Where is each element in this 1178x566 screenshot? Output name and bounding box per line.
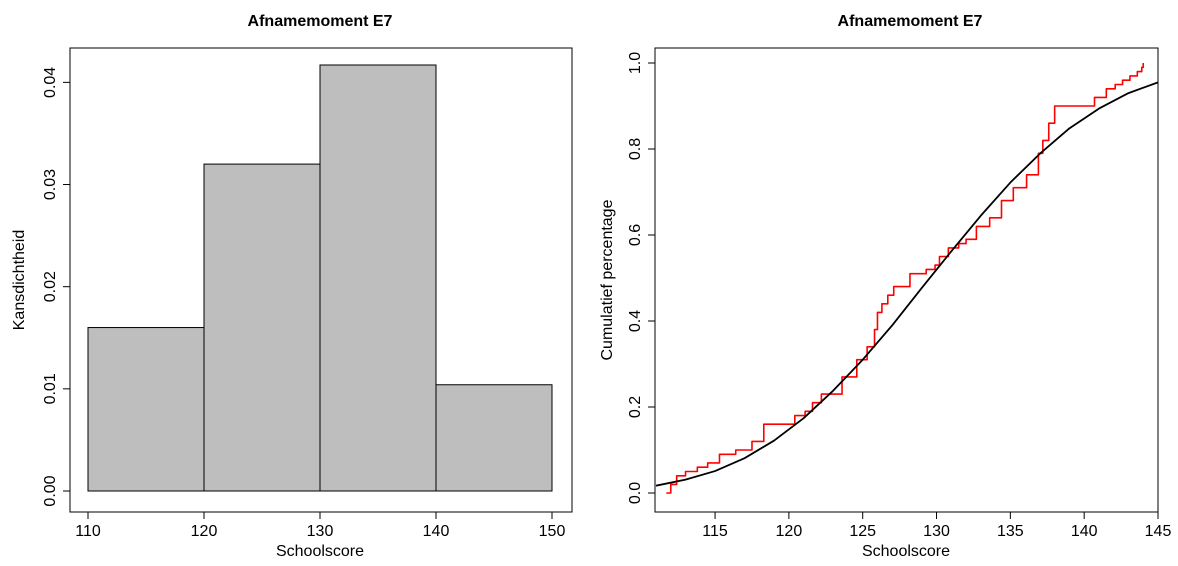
histogram-bar (319, 64, 437, 492)
cumulative-x-tick-label: 135 (997, 523, 1024, 540)
histogram-title: Afnamemoment E7 (248, 13, 393, 30)
cumulative-y-tick-label: 0.8 (627, 138, 644, 160)
histogram-y-tick-label: 0.02 (42, 271, 59, 302)
histogram-bar (87, 327, 205, 492)
histogram-x-tick-label: 110 (75, 523, 101, 540)
cumulative-x-tick-label: 115 (702, 523, 728, 540)
cumulative-x-tick-label: 145 (1145, 523, 1172, 540)
cumulative-panel: Afnamemoment E7 115 120 125 130 135 140 145 0.… (599, 13, 1171, 560)
histogram-y-tick-label: 0.00 (42, 475, 59, 506)
histogram-bar (435, 384, 553, 492)
histogram-bar (203, 163, 321, 492)
histogram-x-tick-label: 130 (307, 523, 334, 540)
cumulative-y-tick-label: 0.6 (627, 224, 644, 246)
cumulative-x-tick-label: 130 (923, 523, 950, 540)
histogram-y-axis-label: Kansdichtheid (11, 230, 28, 331)
empirical-cdf-line (666, 63, 1145, 494)
cumulative-x-tick-label: 140 (1071, 523, 1098, 540)
histogram-x-tick-label: 120 (191, 523, 218, 540)
normal-cdf-line (655, 81, 1159, 487)
histogram-x-tick-label: 140 (423, 523, 450, 540)
histogram-panel: Afnamemoment E7 110 120 130 140 150 0.00 0.01… (11, 13, 573, 560)
histogram-y-tick-label: 0.01 (42, 373, 59, 404)
cumulative-title: Afnamemoment E7 (838, 13, 983, 30)
histogram-y-tick-label: 0.03 (42, 169, 59, 200)
cumulative-x-tick-label: 125 (849, 523, 876, 540)
cumulative-y-tick-label: 0.0 (627, 482, 644, 504)
cumulative-x-tick-label: 120 (776, 523, 803, 540)
cumulative-x-axis-label: Schoolscore (862, 543, 950, 560)
histogram-x-tick-label: 150 (539, 523, 566, 540)
cumulative-y-tick-label: 0.4 (627, 310, 644, 332)
cumulative-plot-frame (654, 47, 1159, 513)
cumulative-y-axis-label: Cumulatief percentage (599, 199, 616, 360)
histogram-x-axis-label: Schoolscore (276, 543, 364, 560)
cumulative-y-tick-label: 0.2 (627, 396, 644, 418)
cumulative-y-tick-label: 1.0 (627, 52, 644, 74)
histogram-y-tick-label: 0.04 (42, 67, 59, 98)
